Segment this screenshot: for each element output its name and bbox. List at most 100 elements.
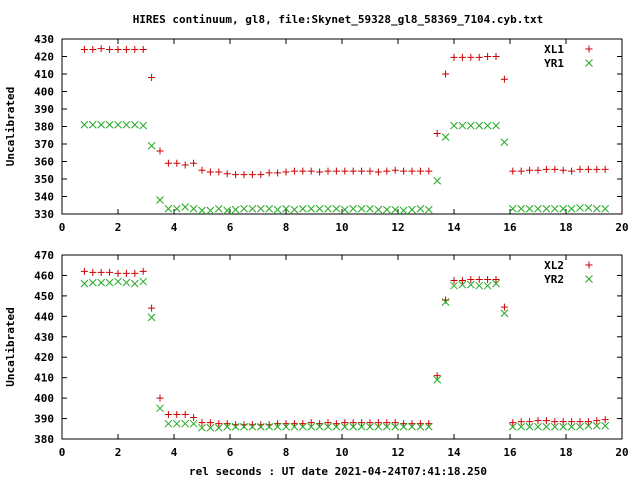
data-point: [206, 419, 214, 427]
data-point: [248, 422, 257, 431]
data-point: [290, 420, 298, 428]
legend-marker: [585, 275, 593, 283]
data-point: [584, 418, 592, 426]
data-point: [97, 278, 106, 287]
data-point: [568, 418, 576, 426]
data-point: [559, 418, 567, 426]
data-point: [148, 74, 156, 81]
data-point: [475, 276, 483, 284]
y-tick-label: 470: [34, 249, 54, 262]
data-point: [240, 422, 248, 431]
data-point: [282, 420, 290, 428]
data-point: [383, 419, 391, 427]
data-point: [374, 422, 383, 431]
data-point: [492, 121, 500, 130]
data-point: [576, 418, 584, 426]
data-point: [483, 281, 492, 290]
data-point: [290, 167, 298, 175]
data-point: [315, 422, 324, 431]
data-point: [265, 204, 274, 213]
data-point: [130, 279, 139, 288]
y-tick-label: 390: [34, 103, 54, 116]
data-point: [425, 420, 433, 428]
series-xl1: [80, 45, 609, 179]
data-point: [517, 422, 526, 431]
data-point: [273, 422, 282, 431]
data-point: [391, 419, 399, 427]
data-point: [534, 417, 542, 425]
y-axis-label: Uncalibrated: [4, 307, 17, 386]
data-point: [324, 419, 332, 427]
data-point: [534, 166, 542, 174]
x-tick-label: 16: [503, 221, 517, 234]
data-point: [542, 417, 550, 425]
x-tick-label: 18: [559, 446, 572, 459]
data-point: [349, 422, 358, 431]
data-point: [542, 204, 551, 213]
data-point: [139, 46, 147, 53]
data-point: [458, 277, 466, 285]
data-point: [559, 166, 567, 174]
y-tick-label: 380: [34, 433, 54, 446]
legend-label: XL2: [544, 259, 564, 272]
data-point: [550, 204, 559, 213]
data-point: [156, 147, 164, 155]
data-point: [408, 167, 416, 175]
y-tick-label: 460: [34, 269, 54, 282]
y-tick-label: 370: [34, 138, 54, 151]
data-point: [206, 423, 215, 432]
data-point: [592, 204, 601, 213]
x-tick-label: 8: [283, 221, 290, 234]
data-point: [542, 165, 550, 173]
data-point: [358, 167, 366, 175]
data-point: [290, 422, 299, 431]
x-tick-label: 8: [283, 446, 290, 459]
data-point: [601, 204, 610, 213]
y-tick-label: 410: [34, 68, 54, 81]
data-point: [88, 120, 97, 129]
x-tick-label: 14: [447, 446, 461, 459]
data-point: [257, 171, 265, 179]
y-tick-label: 400: [34, 392, 54, 405]
data-point: [341, 167, 349, 175]
data-point: [139, 121, 148, 130]
data-point: [349, 204, 358, 213]
y-tick-label: 430: [34, 331, 54, 344]
y-tick-label: 420: [34, 351, 54, 364]
data-point: [509, 167, 517, 175]
data-point: [248, 171, 256, 179]
x-tick-label: 0: [59, 446, 66, 459]
data-point: [467, 276, 475, 284]
data-point: [274, 169, 282, 177]
data-point: [525, 204, 534, 213]
data-point: [316, 420, 324, 428]
data-point: [332, 167, 340, 175]
data-point: [416, 422, 425, 431]
data-point: [517, 418, 525, 426]
data-point: [223, 422, 232, 431]
data-point: [391, 166, 399, 174]
data-point: [559, 204, 568, 213]
data-point: [89, 46, 97, 53]
y-tick-label: 410: [34, 372, 54, 385]
data-point: [366, 422, 374, 431]
data-point: [173, 159, 181, 167]
data-point: [89, 268, 97, 276]
data-point: [164, 204, 173, 213]
data-point: [215, 168, 223, 176]
y-tick-label: 380: [34, 121, 54, 134]
data-point: [139, 267, 147, 275]
data-point: [181, 161, 189, 169]
chart-title: HIRES continuum, gl8, file:Skynet_59328_…: [133, 13, 544, 26]
data-point: [198, 423, 206, 432]
data-point: [122, 120, 131, 129]
data-point: [316, 168, 324, 176]
data-point: [290, 205, 299, 214]
data-point: [80, 120, 89, 129]
x-tick-label: 2: [115, 446, 122, 459]
data-point: [114, 46, 122, 53]
data-point: [475, 53, 483, 61]
data-point: [131, 269, 139, 277]
data-point: [458, 53, 466, 61]
